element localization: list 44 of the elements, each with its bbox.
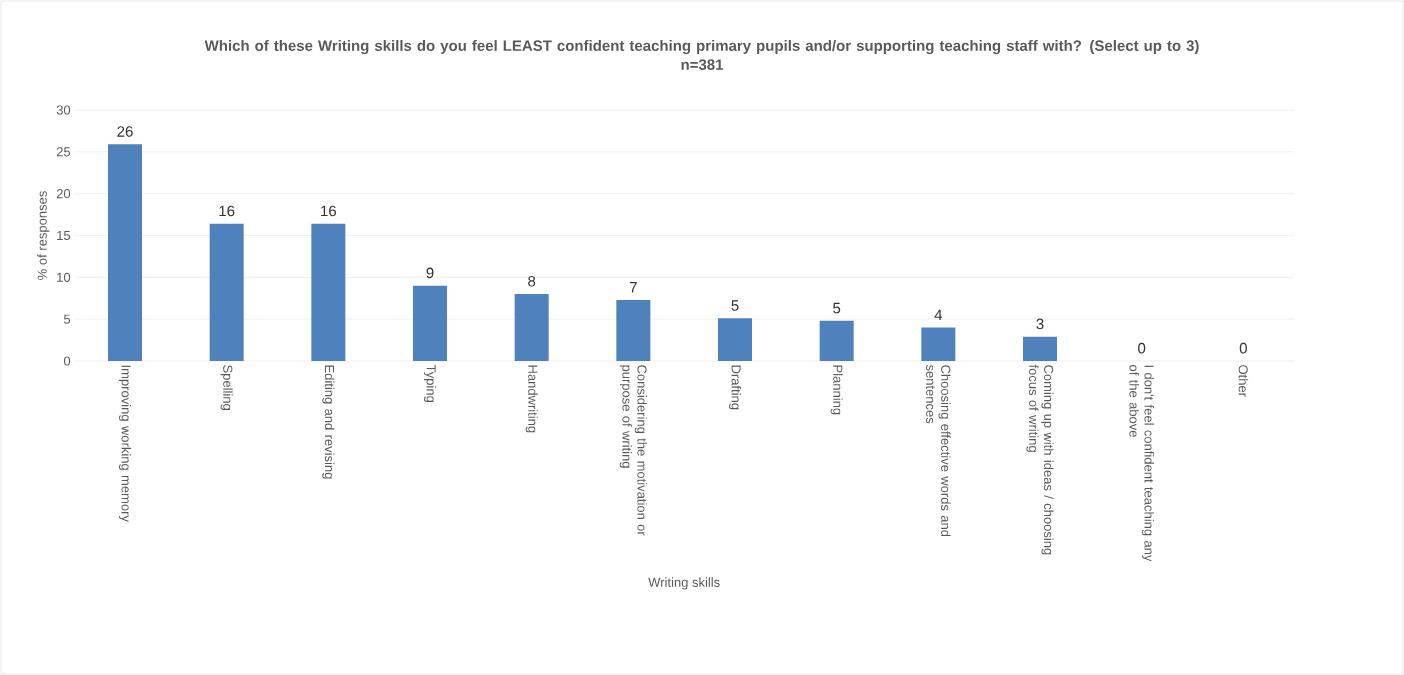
y-tick-label: 5 (63, 314, 71, 324)
data-label: 16 (321, 205, 337, 217)
data-label: 0 (1239, 342, 1247, 354)
x-tick-label: Improving working memory (118, 365, 132, 522)
bar (209, 223, 244, 361)
y-axis-title: % of responses (37, 191, 50, 280)
x-tick-label: Spelling (220, 365, 233, 410)
y-tick-label: 20 (56, 189, 71, 199)
bar (108, 144, 142, 361)
bar (514, 294, 549, 361)
data-label: 5 (731, 300, 739, 311)
x-tick-label: Editing and revising (322, 365, 335, 479)
bar (616, 299, 651, 361)
bar (819, 320, 854, 361)
x-tick-label: Considering the motivation or purpose of writing (619, 365, 647, 536)
data-label: 0 (1138, 342, 1146, 354)
y-tick-label: 30 (56, 105, 71, 115)
y-tick-label: 25 (56, 147, 71, 157)
x-tick-label: Other (1238, 365, 1249, 397)
data-label: 9 (426, 267, 434, 279)
x-tick-label: Choosing effective words and sentences (926, 364, 951, 537)
data-label: 16 (219, 205, 235, 217)
x-tick-label: Handwriting (525, 365, 538, 433)
data-label: 5 (833, 302, 841, 314)
bar (311, 223, 346, 361)
data-label: 26 (117, 126, 133, 137)
y-tick-label: 15 (57, 230, 71, 241)
data-label: 7 (629, 282, 637, 293)
data-label: 3 (1036, 318, 1044, 330)
y-tick-label: 10 (57, 272, 71, 282)
x-tick-label: Planning (830, 365, 843, 415)
x-axis-title: Writing skills (648, 577, 720, 590)
x-tick-label: Drafting (728, 365, 742, 410)
chart-title: Which of these Writing skills do you feel LEAST confident teaching primary pupils and/or supporting teaching staff with? (Select up to 3) n=381 (204, 39, 1199, 71)
y-tick-label: 0 (63, 356, 71, 366)
bar (1023, 336, 1058, 361)
data-label: 4 (934, 309, 943, 321)
x-tick-label: Typing (423, 364, 437, 402)
bar (921, 327, 956, 361)
x-tick-label: Coming up with ideas / choosing focus of writing (1026, 364, 1054, 555)
data-label: 8 (528, 275, 536, 287)
bar (718, 318, 753, 361)
x-tick-label: I don't feel confident teaching any of the above (1129, 365, 1154, 562)
bar (413, 285, 447, 361)
